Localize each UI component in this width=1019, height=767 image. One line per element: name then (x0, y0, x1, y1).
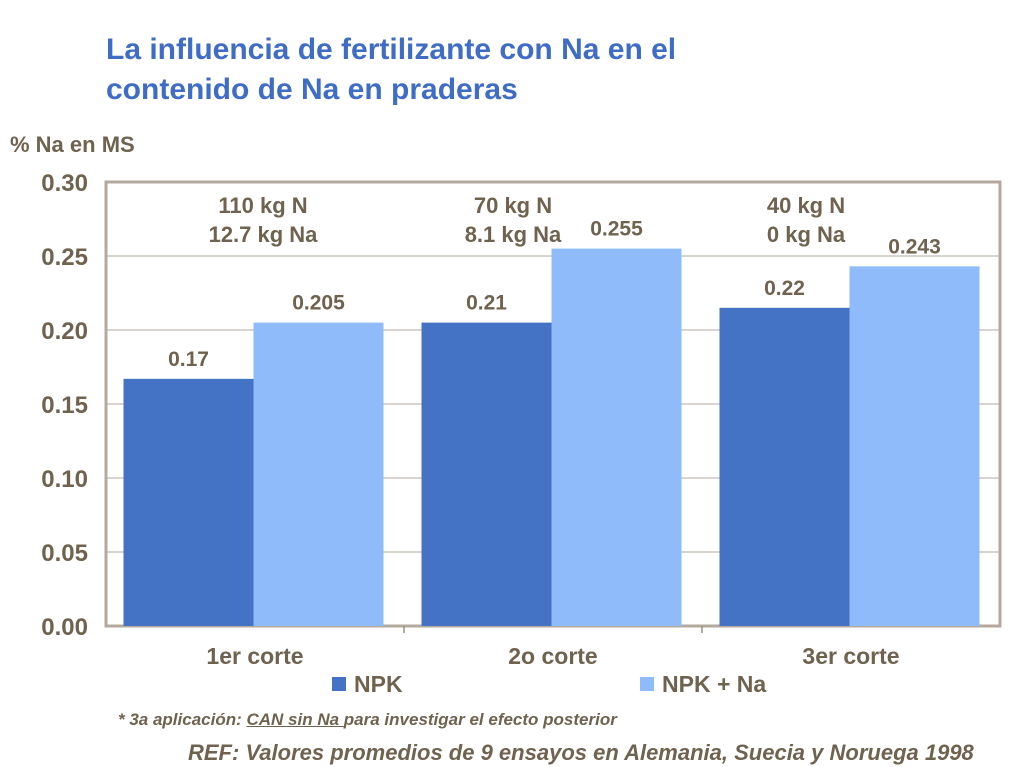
annotation-n: 70 kg N (474, 193, 552, 218)
data-label: 0.22 (764, 277, 805, 300)
y-tick-label: 0.10 (41, 466, 88, 493)
y-tick-label: 0.25 (41, 244, 88, 271)
annotation-na: 12.7 kg Na (209, 222, 319, 247)
data-label: 0.17 (168, 348, 209, 371)
data-label: 0.255 (590, 218, 643, 241)
data-label: 0.21 (466, 292, 507, 315)
footnote-suffix: para investigar el efecto posterior (343, 710, 617, 729)
legend-swatch (332, 677, 346, 691)
x-tick-label: 1er corte (206, 643, 303, 669)
x-tick-label: 3er corte (802, 643, 899, 669)
bar-npk-na (551, 248, 682, 626)
y-axis-label: % Na en MS (10, 132, 135, 157)
footnote: * 3a aplicación: CAN sin Na para investi… (118, 710, 617, 730)
bar-npk (719, 307, 850, 626)
bar-npk-na (253, 322, 384, 626)
bar-npk-na (849, 266, 980, 626)
title-line-1: La influencia de fertilizante con Na en … (106, 33, 677, 66)
bar-npk (123, 378, 254, 626)
annotation-n: 110 kg N (218, 193, 307, 218)
bar-npk (421, 322, 552, 626)
y-tick-label: 0.30 (41, 170, 88, 197)
annotation-n: 40 kg N (767, 193, 845, 218)
y-tick-label: 0.15 (41, 392, 88, 419)
reference: REF: Valores promedios de 9 ensayos en A… (188, 740, 974, 765)
legend-label: NPK + Na (662, 671, 766, 697)
x-tick-label: 2o corte (508, 643, 597, 669)
annotation-na: 8.1 kg Na (465, 222, 562, 247)
footnote-prefix: * 3a aplicación: (118, 710, 247, 729)
legend-swatch (640, 677, 654, 691)
y-tick-label: 0.05 (41, 540, 88, 567)
legend-label: NPK (354, 671, 403, 697)
data-label: 0.243 (888, 235, 941, 258)
footnote-underlined: CAN sin Na (246, 710, 344, 729)
y-tick-label: 0.20 (41, 318, 88, 345)
data-label: 0.205 (292, 292, 345, 315)
y-tick-label: 0.00 (41, 614, 88, 641)
annotation-na: 0 kg Na (767, 222, 846, 247)
chart-title: La influencia de fertilizante con Na en … (106, 30, 906, 110)
title-line-2: contenido de Na en praderas (106, 73, 518, 106)
